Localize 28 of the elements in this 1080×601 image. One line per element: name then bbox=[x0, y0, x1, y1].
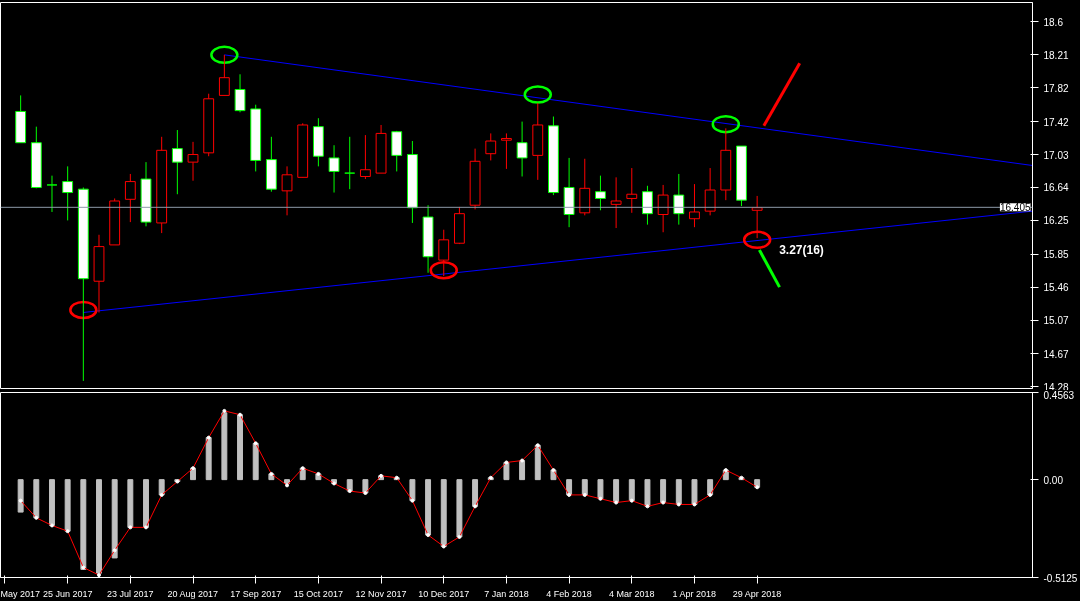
x-tick-label: 29 Apr 2018 bbox=[732, 588, 782, 599]
ref-line-label: 16.405 bbox=[999, 202, 1031, 214]
annotation: 3.27(16) bbox=[779, 242, 824, 257]
x-tick-label: 4 Feb 2018 bbox=[546, 588, 592, 599]
y-tick-label: 16.25 bbox=[1043, 215, 1069, 227]
x-tick-label: 15 Oct 2017 bbox=[293, 588, 343, 599]
y-tick-label: 17.42 bbox=[1043, 116, 1069, 128]
x-tick-label: 17 Sep 2017 bbox=[230, 588, 282, 599]
x-tick-label: 7 Jan 2018 bbox=[484, 588, 529, 599]
x-tick-label: May 2017 bbox=[0, 588, 41, 599]
x-tick-label: 12 Nov 2017 bbox=[355, 588, 407, 599]
y-tick-label: 15.85 bbox=[1043, 249, 1069, 261]
y-tick-label: 14.67 bbox=[1043, 348, 1069, 360]
y-tick-label: 0.00 bbox=[1043, 474, 1064, 486]
y-tick-label: 18.6 bbox=[1043, 16, 1064, 28]
y-tick-label: 15.07 bbox=[1043, 315, 1069, 327]
x-tick-label: 4 Mar 2018 bbox=[609, 588, 655, 599]
x-tick-label: 10 Dec 2017 bbox=[418, 588, 470, 599]
x-tick-label: 25 Jun 2017 bbox=[42, 588, 93, 599]
y-tick-label: 18.21 bbox=[1043, 49, 1069, 61]
x-tick-label: 23 Jul 2017 bbox=[107, 588, 154, 599]
y-tick-label: -0.5125 bbox=[1043, 572, 1078, 584]
y-tick-label: 16.64 bbox=[1043, 182, 1069, 194]
y-tick-label: 15.46 bbox=[1043, 282, 1069, 294]
x-tick-label: 20 Aug 2017 bbox=[167, 588, 219, 599]
x-tick-label: 1 Apr 2018 bbox=[672, 588, 716, 599]
y-tick-label: 17.03 bbox=[1043, 149, 1069, 161]
y-tick-label: 17.82 bbox=[1043, 82, 1069, 94]
